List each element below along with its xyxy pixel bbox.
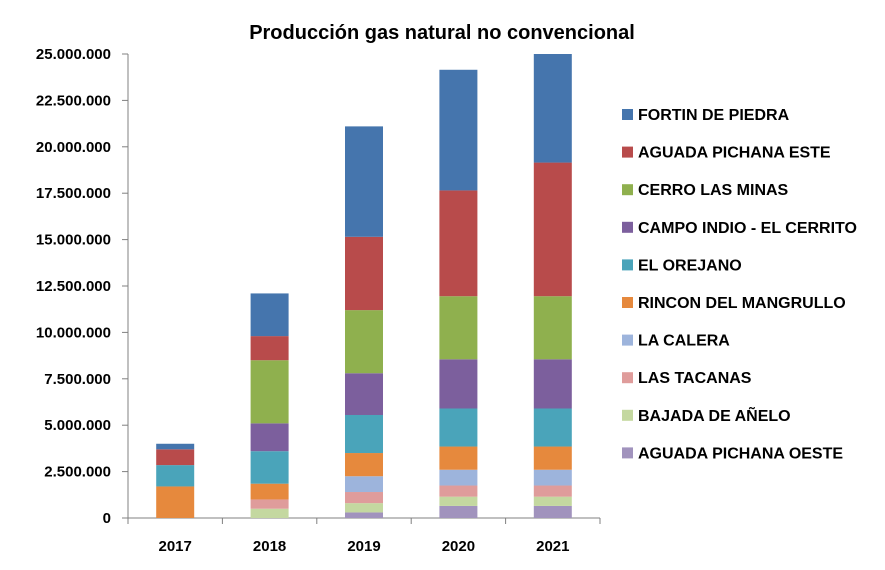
legend-label: LAS TACANAS (638, 370, 752, 387)
bar-segment (533, 54, 572, 163)
bar-segment (439, 296, 478, 360)
bar-segment (250, 423, 289, 452)
bar-segment (533, 296, 572, 360)
bar-segment (533, 469, 572, 486)
bar-segment (250, 499, 289, 509)
bar-segment (439, 190, 478, 297)
y-tick-label: 20.000.000 (36, 139, 111, 156)
x-axis: 2017 2018 2019 2020 2021 (127, 517, 601, 555)
bar-segment (439, 408, 478, 447)
bar-segment (156, 449, 195, 466)
legend-label: AGUADA PICHANA ESTE (638, 145, 831, 162)
bar-segment (345, 512, 383, 518)
bar-segment (345, 414, 383, 454)
bar-segment (439, 485, 478, 497)
bar-segment (439, 359, 478, 409)
legend-label: CAMPO INDIO - EL CERRITO (638, 220, 857, 237)
bar-segment (345, 310, 383, 374)
bar-segment (345, 476, 383, 493)
bars (156, 54, 572, 518)
bar-segment (250, 293, 289, 337)
x-tick-label: 2018 (253, 538, 286, 555)
x-tick-label: 2020 (442, 538, 475, 555)
x-tick-label: 2017 (159, 538, 192, 555)
bar-segment (533, 496, 572, 506)
y-tick-label: 2.500.000 (44, 464, 111, 481)
legend-label: RINCON DEL MANGRULLO (638, 295, 846, 312)
legend-swatch (622, 447, 633, 459)
bar-segment (533, 505, 572, 518)
bar-segment (250, 336, 289, 361)
bar-segment (250, 508, 289, 518)
bar-segment (533, 485, 572, 497)
bar-segment (439, 469, 478, 486)
legend: FORTIN DE PIEDRA AGUADA PICHANA ESTE CERRO… (622, 107, 857, 462)
legend-swatch (622, 409, 633, 421)
legend-swatch (622, 259, 633, 271)
bar-segment (345, 373, 383, 415)
legend-swatch (622, 297, 633, 308)
bar-segment (156, 443, 195, 450)
bar-segment (345, 126, 383, 237)
bar-segment (345, 503, 383, 513)
bar-segment (156, 465, 195, 487)
chart-title: Producción gas natural no convencional (249, 22, 635, 44)
legend-label: EL OREJANO (638, 257, 742, 274)
legend-swatch (622, 109, 633, 120)
y-tick-label: 22.500.000 (36, 92, 111, 109)
y-tick-label: 17.500.000 (36, 185, 111, 202)
bar-segment (533, 408, 572, 447)
bar-segment (533, 359, 572, 409)
legend-label: AGUADA PICHANA OESTE (638, 445, 843, 462)
bar-segment (250, 360, 289, 424)
bar-segment (250, 451, 289, 484)
y-tick-label: 15.000.000 (36, 232, 111, 249)
legend-label: FORTIN DE PIEDRA (638, 107, 790, 124)
bar-segment (439, 446, 478, 470)
legend-label: LA CALERA (638, 333, 730, 350)
bar-segment (533, 446, 572, 470)
y-axis: 0 2.500.000 5.000.000 7.500.000 10.000.000 12… (36, 46, 129, 527)
y-tick-label: 7.500.000 (44, 371, 111, 388)
x-tick-label: 2021 (536, 538, 569, 555)
bar-segment (345, 236, 383, 311)
legend-label: BAJADA DE AÑELO (638, 405, 791, 425)
legend-swatch (622, 334, 633, 346)
y-tick-label: 10.000.000 (36, 324, 111, 341)
y-tick-label: 5.000.000 (44, 417, 111, 434)
legend-label: CERRO LAS MINAS (638, 182, 789, 199)
bar-segment (250, 483, 289, 500)
y-tick-label: 25.000.000 (36, 46, 111, 63)
legend-swatch (622, 146, 633, 158)
bar-segment (439, 496, 478, 506)
legend-swatch (622, 372, 633, 384)
bar-segment (439, 505, 478, 518)
bar-segment (345, 492, 383, 504)
bar-segment (439, 69, 478, 191)
bar-segment (156, 486, 195, 518)
bar-segment (533, 162, 572, 297)
bar-segment (345, 453, 383, 477)
y-tick-label: 0 (103, 510, 111, 527)
legend-swatch (622, 221, 633, 233)
x-tick-label: 2019 (347, 538, 380, 555)
y-tick-label: 12.500.000 (36, 278, 111, 295)
legend-swatch (622, 184, 633, 196)
